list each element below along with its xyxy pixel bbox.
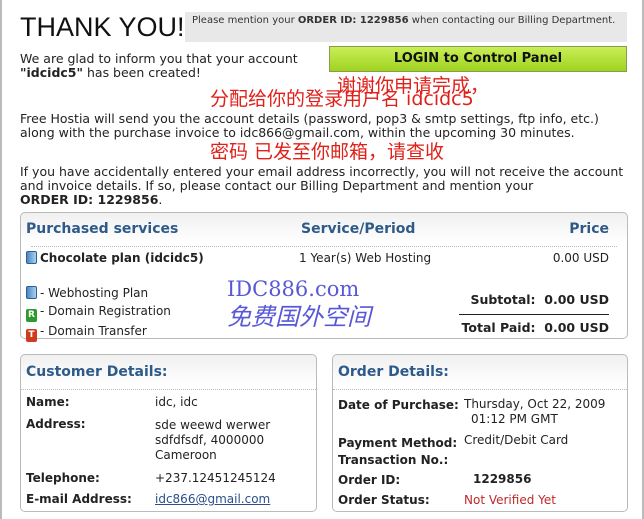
- address-line: sdfdfsdf, 4000000: [155, 433, 265, 447]
- page-title: THANK YOU!: [20, 12, 185, 42]
- email-link[interactable]: idc866@gmail.com: [155, 492, 271, 506]
- address-label: Address:: [26, 417, 86, 431]
- address-line: Cameroon: [155, 448, 217, 462]
- col-header-services: Purchased services: [26, 221, 179, 237]
- name-label: Name:: [26, 395, 70, 409]
- service-row: Chocolate plan (idcidc5): [26, 251, 204, 265]
- order-details-panel: Order Details: Date of Purchase: Thursda…: [332, 354, 628, 512]
- legend-registration: R- Domain Registration: [26, 302, 171, 322]
- watermark-text: 免费国外空间: [227, 303, 371, 331]
- warning-body: If you have accidentally entered your em…: [20, 164, 624, 193]
- transfer-icon: T: [26, 329, 37, 342]
- info-text: Free Hostia will send you the account de…: [20, 111, 599, 140]
- server-icon: [26, 251, 37, 264]
- warning-order-id: ORDER ID: 1229856: [20, 192, 159, 207]
- order-details-title: Order Details:: [338, 364, 449, 380]
- order-id-notice: Please mention your ORDER ID: 1229856 wh…: [185, 12, 627, 42]
- purchased-services-panel: Purchased services Service/Period Price …: [20, 212, 628, 342]
- service-price: 0.00 USD: [552, 251, 609, 265]
- intro-line-2: has been created!: [83, 65, 201, 80]
- legend-label: - Webhosting Plan: [40, 286, 149, 300]
- legend: - Webhosting Plan R- Domain Registration…: [26, 284, 171, 342]
- overlay-annotation-1: 谢谢你申请完成，: [337, 75, 490, 97]
- registration-icon: R: [26, 309, 37, 322]
- account-name: "idcidc5": [20, 65, 84, 80]
- address-line: sde weewd werwer: [155, 418, 271, 432]
- address-value: sde weewd werwer sdfdfsdf, 4000000 Cameroo…: [155, 418, 270, 463]
- order-status-value: Not Verified Yet: [464, 493, 556, 507]
- divider: [21, 389, 316, 390]
- subtotal: Subtotal: 0.00 USD: [470, 292, 609, 307]
- notice-text: Please mention your: [192, 15, 298, 26]
- phone-label: Telephone:: [26, 471, 100, 485]
- col-header-period: Service/Period: [301, 221, 416, 237]
- transaction-label: Transaction No.:: [338, 453, 449, 467]
- service-period: 1 Year(s) Web Hosting: [299, 251, 432, 265]
- legend-webhosting: - Webhosting Plan: [26, 284, 171, 302]
- legend-transfer: T- Domain Transfer: [26, 322, 171, 342]
- notice-order-id: ORDER ID: 1229856: [297, 15, 409, 26]
- overlay-annotation-2: 分配给你的登录用户名 idcidc5: [210, 88, 474, 110]
- login-control-panel-button[interactable]: LOGIN to Control Panel: [329, 46, 627, 72]
- divider: [31, 246, 617, 247]
- payment-label: Payment Method:: [338, 436, 458, 450]
- legend-label: - Domain Transfer: [40, 324, 147, 338]
- customer-details-panel: Customer Details: Name: idc, idc Address…: [20, 354, 317, 512]
- overlay-annotation-3: 密码 已发至你邮箱，请查收: [210, 141, 445, 163]
- customer-details-title: Customer Details:: [26, 364, 168, 380]
- watermark-domain: IDC886.com: [227, 277, 360, 301]
- date-label: Date of Purchase:: [338, 398, 459, 412]
- intro-text: We are glad to inform you that your acco…: [20, 52, 320, 80]
- name-value: idc, idc: [155, 395, 198, 409]
- email-label: E-mail Address:: [26, 492, 132, 506]
- warning-text: If you have accidentally entered your em…: [20, 164, 624, 207]
- notice-text-end: when contacting our Billing Department.: [408, 15, 616, 26]
- divider: [333, 389, 627, 390]
- total-divider: [459, 314, 609, 315]
- date-line: Thursday, Oct 22, 2009: [464, 397, 606, 411]
- time-line: 01:12 PM GMT: [471, 412, 558, 426]
- total-paid: Total Paid: 0.00 USD: [462, 320, 609, 335]
- service-name: Chocolate plan (idcidc5): [40, 251, 204, 265]
- total-value: 0.00 USD: [544, 320, 609, 335]
- intro-line: We are glad to inform you that your acco…: [20, 51, 298, 66]
- order-id-value: 1229856: [473, 472, 532, 486]
- phone-value: +237.12451245124: [155, 471, 276, 485]
- order-id-label: Order ID:: [338, 473, 401, 487]
- legend-label: - Domain Registration: [40, 304, 171, 318]
- col-header-price: Price: [569, 221, 609, 237]
- subtotal-label: Subtotal:: [470, 292, 536, 307]
- date-value: Thursday, Oct 22, 2009 01:12 PM GMT: [464, 397, 605, 427]
- subtotal-value: 0.00 USD: [544, 292, 609, 307]
- total-label: Total Paid:: [461, 320, 536, 335]
- payment-value: Credit/Debit Card: [464, 433, 569, 447]
- server-icon: [26, 286, 37, 299]
- status-label: Order Status:: [338, 493, 430, 507]
